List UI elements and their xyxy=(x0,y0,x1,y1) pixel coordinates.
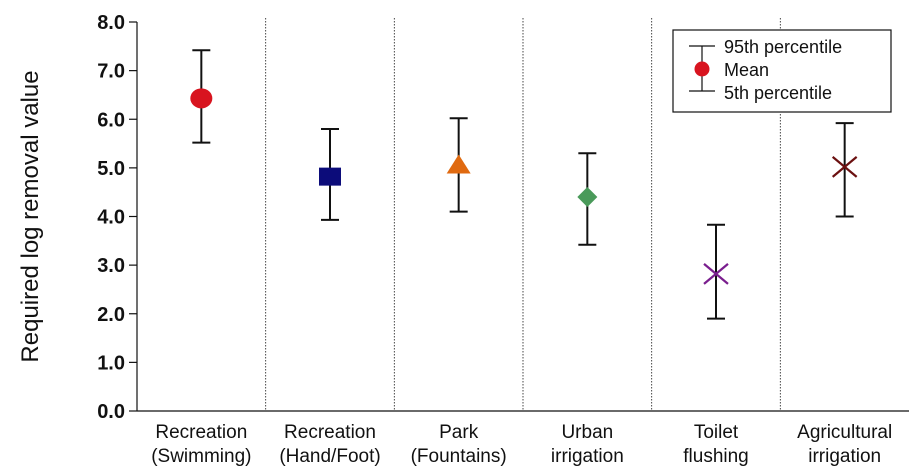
x-tick-label: (Fountains) xyxy=(411,446,507,466)
mean-marker xyxy=(703,263,729,285)
mean-marker xyxy=(446,154,471,174)
data-points xyxy=(190,49,858,320)
x-tick-label: flushing xyxy=(683,446,749,466)
y-tick-label: 8.0 xyxy=(97,12,125,34)
y-tick-label: 0.0 xyxy=(97,401,125,423)
y-tick-label: 4.0 xyxy=(97,207,125,229)
x-tick-label: Toilet xyxy=(694,422,739,443)
x-tick-label: Urban xyxy=(561,422,613,443)
x-tick-label: (Hand/Foot) xyxy=(279,446,380,466)
mean-marker xyxy=(319,167,341,186)
mean-marker-stroke xyxy=(831,156,858,178)
legend-entry-mean: Mean xyxy=(724,60,769,80)
mean-marker xyxy=(831,156,858,178)
x-tick-labels: Recreation (Swimming) Recreation (Hand/Foot… xyxy=(151,422,892,466)
y-tick-label: 7.0 xyxy=(97,61,125,83)
legend-entry-95th: 95th percentile xyxy=(724,37,842,57)
y-tick-label: 6.0 xyxy=(97,109,125,131)
x-tick-label: Recreation xyxy=(155,422,247,443)
x-tick-label: (Swimming) xyxy=(151,446,251,466)
x-tick-label: irrigation xyxy=(551,446,624,466)
category-separators xyxy=(265,18,781,411)
y-ticks: 0.0 1.0 2.0 3.0 4.0 5.0 6.0 7.0 8.0 xyxy=(97,12,137,423)
legend-mean-marker xyxy=(694,61,710,77)
mean-marker-stroke xyxy=(703,263,729,285)
y-tick-label: 2.0 xyxy=(97,304,125,326)
mean-marker xyxy=(190,88,213,109)
y-axis-label: Required log removal value xyxy=(17,70,44,362)
x-tick-label: Agricultural xyxy=(797,422,892,443)
x-tick-label: Park xyxy=(439,422,479,443)
y-tick-label: 3.0 xyxy=(97,255,125,277)
legend-entry-5th: 5th percentile xyxy=(724,83,832,103)
legend-box xyxy=(672,29,892,113)
y-tick-label: 1.0 xyxy=(97,352,125,374)
y-tick-label: 5.0 xyxy=(97,158,125,180)
mean-marker xyxy=(577,187,598,208)
x-tick-label: Recreation xyxy=(284,422,376,443)
legend: 95th percentile Mean 5th percentile xyxy=(672,29,892,113)
x-tick-label: irrigation xyxy=(808,446,881,466)
